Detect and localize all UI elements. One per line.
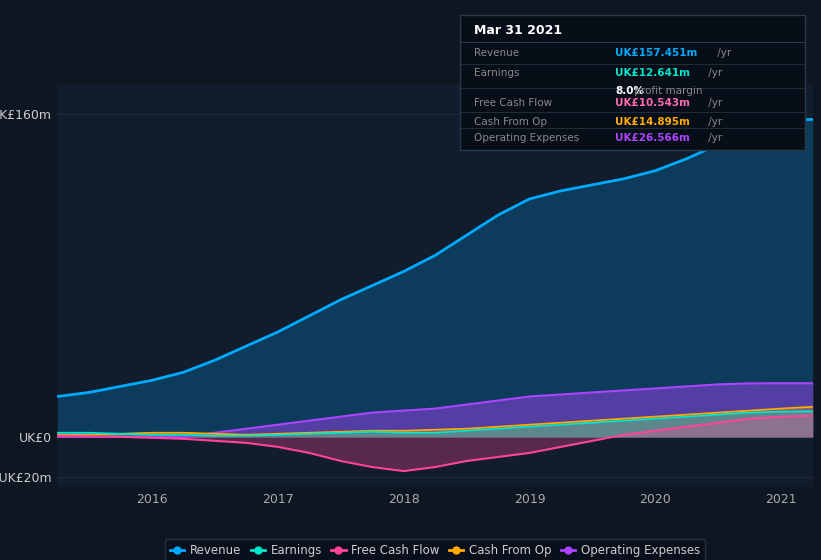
Text: /yr: /yr (705, 98, 722, 108)
Text: Cash From Op: Cash From Op (474, 116, 547, 127)
Text: UK£14.895m: UK£14.895m (615, 116, 690, 127)
Text: Earnings: Earnings (474, 68, 520, 78)
Text: 8.0%: 8.0% (615, 86, 644, 96)
Text: profit margin: profit margin (631, 86, 702, 96)
Text: /yr: /yr (705, 68, 722, 78)
Text: /yr: /yr (705, 116, 722, 127)
Text: Mar 31 2021: Mar 31 2021 (474, 25, 562, 38)
Legend: Revenue, Earnings, Free Cash Flow, Cash From Op, Operating Expenses: Revenue, Earnings, Free Cash Flow, Cash … (165, 539, 705, 560)
Text: Operating Expenses: Operating Expenses (474, 133, 579, 143)
Text: /yr: /yr (714, 48, 732, 58)
Text: Free Cash Flow: Free Cash Flow (474, 98, 552, 108)
Text: UK£157.451m: UK£157.451m (615, 48, 698, 58)
Text: Revenue: Revenue (474, 48, 519, 58)
Text: UK£26.566m: UK£26.566m (615, 133, 690, 143)
Text: /yr: /yr (705, 133, 722, 143)
Text: UK£10.543m: UK£10.543m (615, 98, 690, 108)
Text: UK£12.641m: UK£12.641m (615, 68, 690, 78)
FancyBboxPatch shape (460, 15, 805, 150)
